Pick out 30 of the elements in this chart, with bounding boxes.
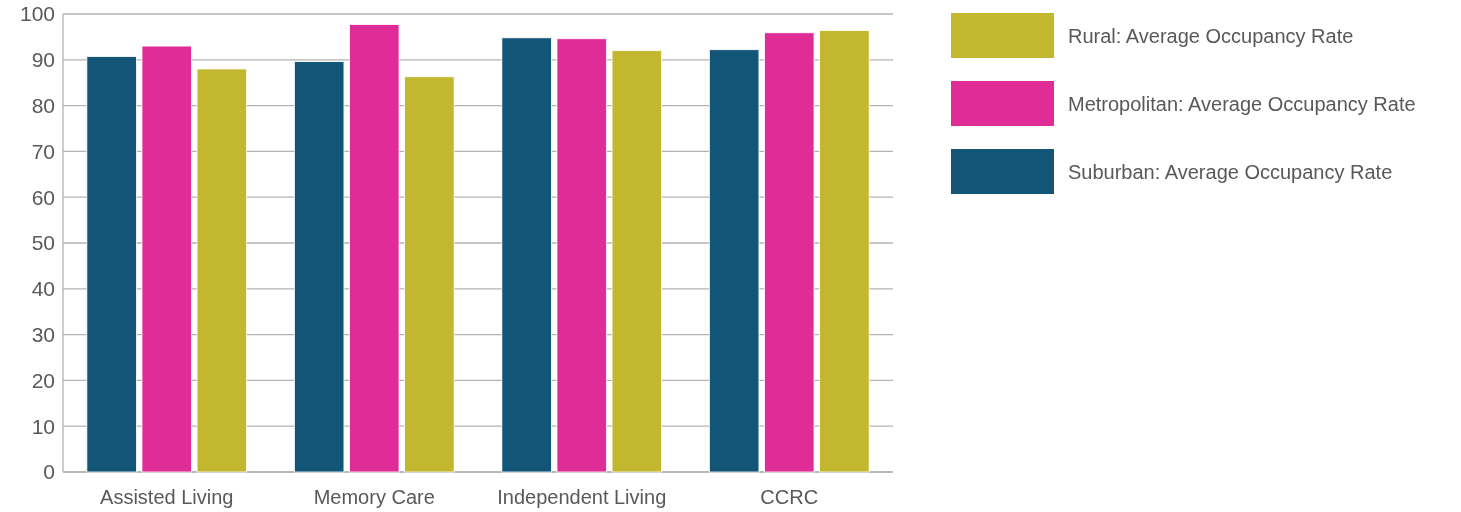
text: Metropolitan: Average Occupancy Rate [1068,92,1416,115]
bar [293,61,345,473]
x-tick-label: Memory Care [313,486,435,508]
y-tick-label: 40 [31,277,55,301]
bar [196,68,248,473]
y-tick-label: 100 [19,2,55,26]
y-tick-label: 90 [31,48,55,72]
bar [349,24,400,473]
y-tick-label: 80 [31,93,55,117]
y-tick-label: 70 [31,139,55,163]
y-tick-label: 30 [31,322,55,346]
bar [404,76,455,473]
bar [141,45,192,473]
bar [86,56,137,473]
y-tick-label: 10 [31,414,55,438]
text: Rural: Average Occupancy Rate [1068,24,1354,47]
x-tick-label: Independent Living [497,486,667,508]
text: Suburban: Average Occupancy Rate [1068,160,1393,183]
y-tick-label: 20 [31,368,55,392]
y-tick-label: 0 [43,460,55,484]
bar [708,49,760,473]
bar [556,38,607,473]
x-tick-label: CCRC [760,486,819,508]
y-tick-label: 50 [31,231,55,255]
bar [501,37,552,473]
x-tick-label: Assisted Living [100,486,234,508]
bar [819,30,870,473]
bar [611,50,663,473]
bar [764,32,815,473]
y-tick-label: 60 [31,185,55,209]
